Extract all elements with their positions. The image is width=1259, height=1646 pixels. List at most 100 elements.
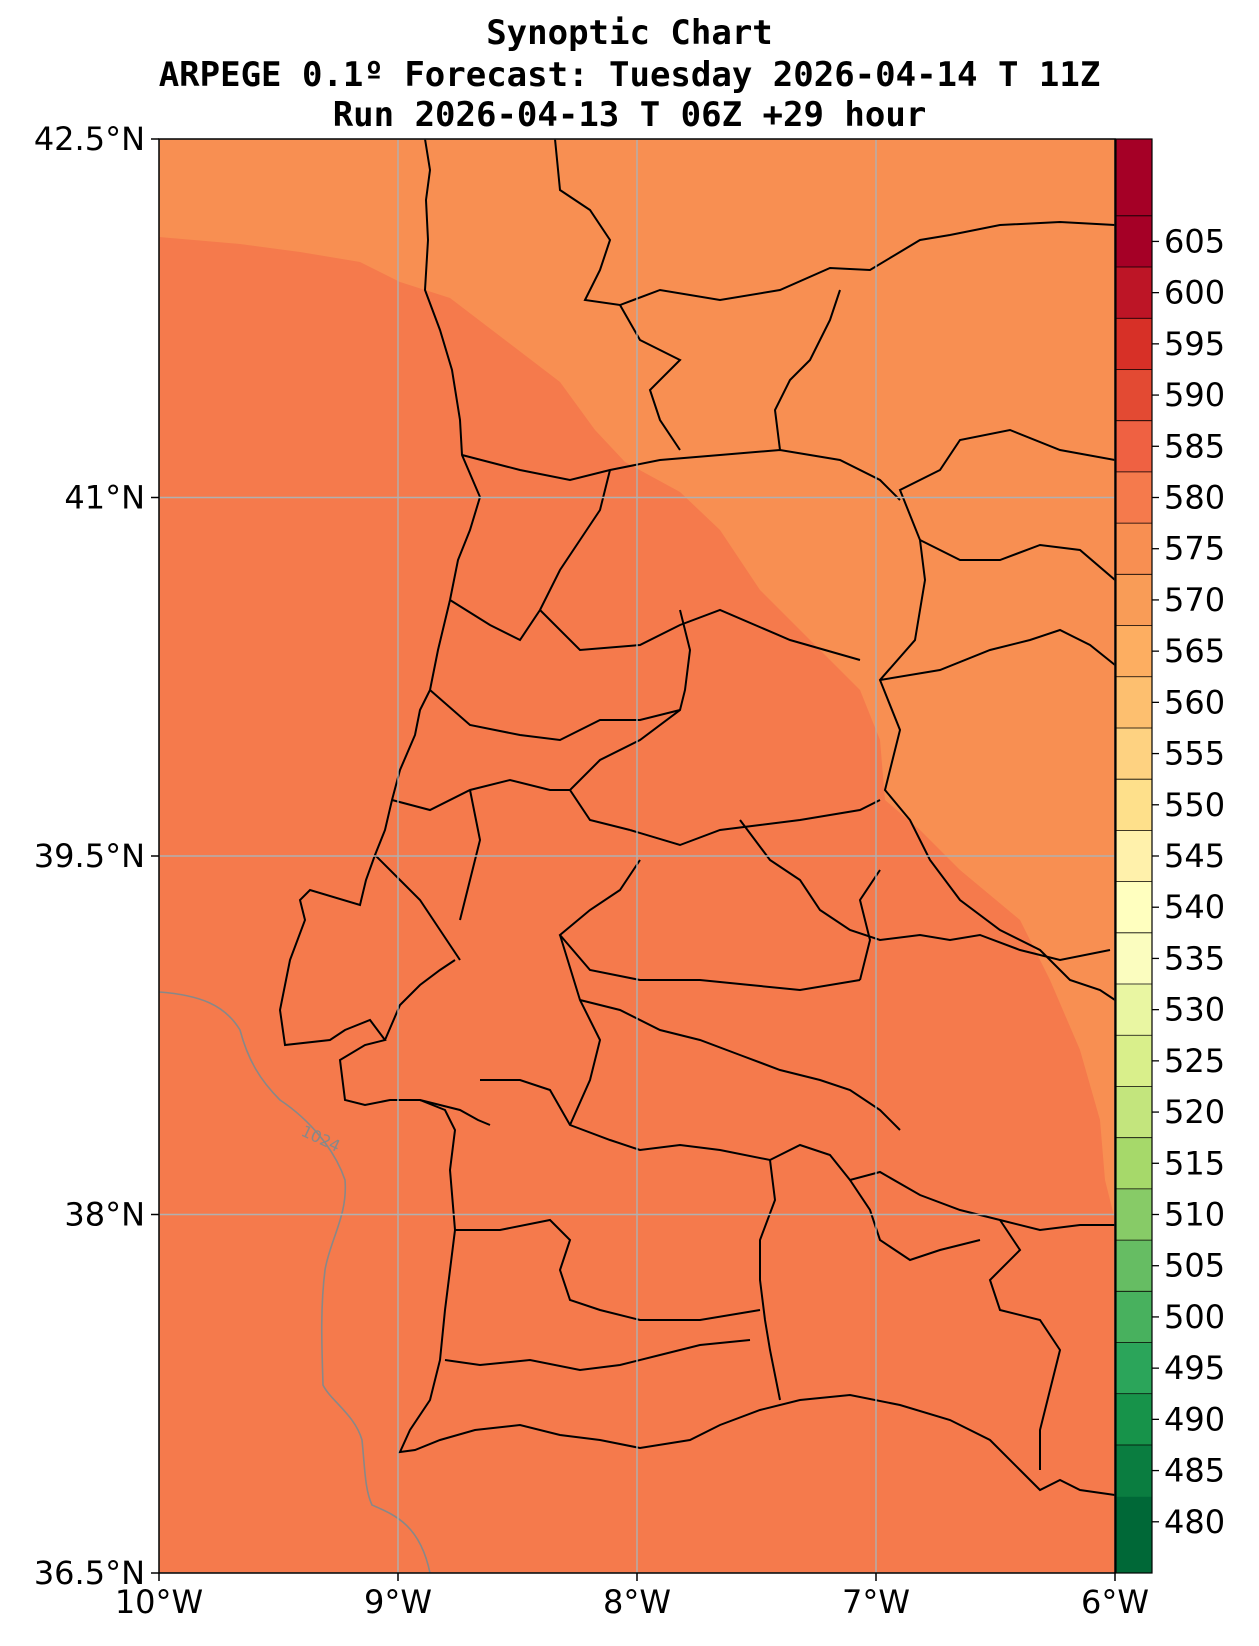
colorbar-label: 485	[1164, 1452, 1225, 1490]
district-22	[579, 999, 901, 1131]
district-20	[559, 934, 602, 1126]
colorbar-swatch	[1116, 727, 1152, 780]
district-11	[459, 789, 482, 921]
run-subtitle: Run 2026-04-13 T 06Z +29 hour	[332, 95, 927, 135]
gridlines	[159, 139, 1115, 1573]
colorbar-label: 605	[1164, 222, 1225, 260]
colorbar-swatch	[1116, 318, 1152, 371]
district-4	[449, 469, 611, 642]
colorbar-label: 565	[1164, 632, 1225, 670]
lat-axis: 42.5°N 41°N 39.5°N 38°N 36.5°N	[34, 120, 159, 1592]
district-15	[455, 1218, 761, 1321]
colorbar-label: 505	[1164, 1247, 1225, 1285]
district-6	[429, 689, 681, 742]
colorbar-label: 490	[1164, 1400, 1225, 1438]
district-7	[568, 609, 692, 831]
colorbar-label: 585	[1164, 427, 1225, 465]
forecast-subtitle: ARPEGE 0.1º Forecast: Tuesday 2026-04-14…	[158, 55, 1101, 95]
estuary-tagus	[384, 959, 456, 1041]
lon-tick-label: 10°W	[115, 1583, 203, 1621]
colorbar-swatch	[1116, 984, 1152, 1036]
colorbar-label: 525	[1164, 1042, 1225, 1080]
colorbar-label: 595	[1164, 325, 1225, 363]
lat-tick-label: 38°N	[64, 1196, 145, 1234]
colorbar-label: 590	[1164, 376, 1225, 414]
colorbar-label: 500	[1164, 1298, 1225, 1336]
colorbar-swatch	[1116, 1137, 1152, 1190]
colorbar-label: 550	[1164, 786, 1225, 824]
district-10	[374, 854, 461, 961]
map-lines-layer	[278, 139, 1115, 1496]
colorbar-label: 575	[1164, 530, 1225, 568]
colorbar-swatch	[1116, 1035, 1152, 1088]
colorbar-label: 555	[1164, 735, 1225, 773]
lon-tick-label: 7°W	[842, 1583, 910, 1621]
district-5	[539, 608, 861, 661]
colorbar-swatch	[1116, 779, 1152, 831]
colorbar-label: 510	[1164, 1196, 1225, 1234]
colorbar-swatch	[1116, 139, 1152, 268]
colorbar-label: 480	[1164, 1503, 1225, 1541]
chart-title: Synoptic Chart	[486, 13, 773, 53]
colorbar-label: 560	[1164, 683, 1225, 721]
colorbar-swatch	[1116, 471, 1152, 524]
colorbar-label: 515	[1164, 1144, 1225, 1182]
colorbar-label: 540	[1164, 888, 1225, 926]
colorbar-swatch	[1116, 932, 1152, 985]
colorbar-swatch	[1116, 676, 1152, 729]
lat-tick-label: 39.5°N	[34, 837, 145, 875]
colorbar-swatch	[1116, 523, 1152, 575]
colorbar-label: 535	[1164, 939, 1225, 977]
lon-axis: 10°W 9°W 8°W 7°W 6°W	[115, 1573, 1149, 1621]
district-17	[444, 1339, 751, 1372]
lat-tick-label: 41°N	[64, 479, 145, 517]
lat-tick-label: 36.5°N	[34, 1554, 145, 1592]
colorbar-swatch	[1116, 574, 1152, 627]
colorbar-swatch	[1116, 1444, 1152, 1497]
colorbar-swatch	[1116, 625, 1152, 678]
district-24	[879, 628, 1115, 681]
colorbar-label: 570	[1164, 581, 1225, 619]
colorbar-label: 495	[1164, 1349, 1225, 1387]
colorbar-swatch	[1116, 830, 1152, 883]
colorbar-swatch	[1116, 1086, 1152, 1139]
colorbar-swatch	[1116, 1291, 1152, 1344]
colorbar: 480 485 490 495 500 505 510 515 520 525 530 535 540 5…	[1115, 138, 1225, 1574]
colorbar-swatch	[1116, 1496, 1152, 1573]
colorbar-label: 580	[1164, 479, 1225, 517]
colorbar-swatch	[1116, 1342, 1152, 1395]
estuary-sado	[419, 1099, 491, 1126]
coastline	[278, 139, 1115, 1496]
district-19	[849, 1179, 981, 1262]
lon-tick-label: 6°W	[1081, 1583, 1149, 1621]
district-13	[739, 819, 1111, 962]
district-9	[629, 799, 881, 847]
colorbar-swatch	[1116, 1240, 1152, 1292]
district-16	[759, 1159, 781, 1401]
colorbar-swatch	[1116, 881, 1152, 934]
colorbar-label: 520	[1164, 1093, 1225, 1131]
border-east	[878, 428, 1115, 1001]
colorbar-swatch	[1116, 1188, 1152, 1241]
colorbar-swatch	[1116, 1393, 1152, 1446]
district-1	[461, 448, 901, 501]
border-north	[554, 139, 1115, 307]
lat-tick-label: 42.5°N	[34, 120, 145, 158]
district-21	[858, 869, 881, 981]
lon-tick-label: 8°W	[603, 1583, 671, 1621]
district-23	[919, 539, 1115, 581]
colorbar-label: 545	[1164, 837, 1225, 875]
colorbar-label: 530	[1164, 991, 1225, 1029]
colorbar-label: 600	[1164, 274, 1225, 312]
district-3	[773, 289, 841, 451]
colorbar-swatch	[1116, 420, 1152, 473]
isobar-1024	[159, 991, 431, 1573]
district-12	[558, 859, 861, 992]
district-8	[391, 778, 570, 812]
district-18	[988, 1219, 1062, 1470]
colorbar-swatch	[1116, 267, 1152, 319]
lon-tick-label: 9°W	[364, 1583, 432, 1621]
colorbar-frame	[1115, 138, 1153, 1574]
colorbar-swatch	[1116, 369, 1152, 422]
